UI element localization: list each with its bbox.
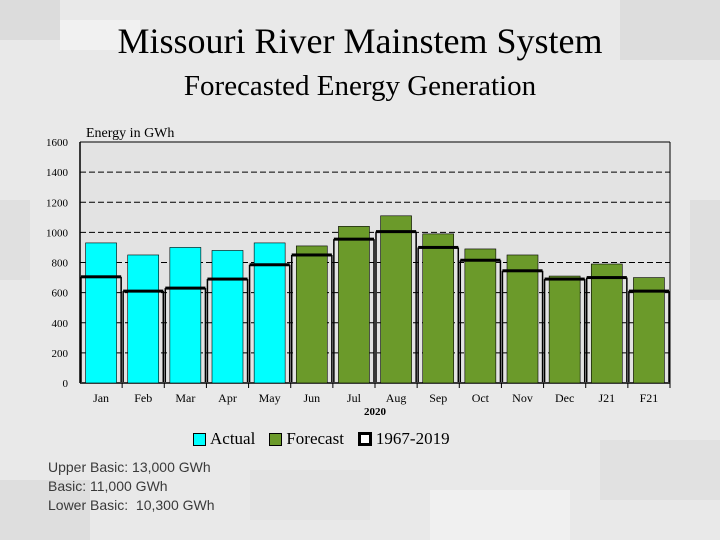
basics-notes: Upper Basic: 13,000 GWh Basic: 11,000 GW…: [48, 458, 215, 515]
x-tick-label: Nov: [512, 391, 533, 405]
legend: Actual Forecast 1967-2019: [193, 428, 464, 450]
upper-basic-text: Upper Basic: 13,000 GWh: [48, 459, 211, 475]
historical-marker: [291, 253, 332, 257]
y-tick-label: 400: [52, 318, 69, 330]
historical-marker: [249, 263, 290, 267]
chart-subtitle: Forecasted Energy Generation: [183, 70, 537, 102]
y-tick-label: 200: [52, 348, 69, 360]
x-tick-label: Mar: [175, 391, 195, 405]
historical-marker: [207, 277, 248, 281]
historical-marker: [376, 230, 417, 234]
historical-marker: [460, 258, 501, 262]
y-tick-label: 1400: [46, 167, 69, 179]
forecast-bar: [464, 248, 497, 384]
x-tick-label: F21: [640, 391, 659, 405]
historical-marker: [165, 286, 206, 290]
plot-area: [80, 142, 670, 383]
historical-marker: [418, 245, 459, 249]
x-tick-label: May: [259, 391, 281, 405]
chart-title: Missouri River Mainstem System: [117, 21, 603, 61]
forecast-bar: [295, 245, 328, 384]
forecast-bar: [633, 277, 665, 384]
legend-item-historical: 1967-2019: [357, 429, 450, 449]
legend-item-forecast: Forecast: [269, 429, 344, 449]
actual-bar: [253, 242, 286, 384]
year-label: 2020: [364, 406, 387, 418]
lower-basic-text: Lower Basic: 10,300 GWh: [48, 497, 215, 513]
forecast-bar: [338, 226, 370, 384]
forecast-bar: [380, 215, 412, 384]
forecast-bar: [506, 254, 539, 384]
actual-bar: [127, 254, 160, 384]
y-tick-label: 800: [52, 258, 69, 270]
x-tick-label: Sep: [429, 391, 447, 405]
x-tick-label: J21: [598, 391, 615, 405]
basic-text: Basic: 11,000 GWh: [48, 478, 168, 494]
x-tick-label: Jul: [347, 391, 362, 405]
x-tick-label: Dec: [555, 391, 574, 405]
actual-bar: [211, 250, 244, 384]
historical-marker: [628, 289, 669, 293]
y-tick-label: 0: [63, 378, 69, 390]
legend-label-forecast: Forecast: [286, 429, 344, 448]
x-tick-label: Jun: [303, 391, 320, 405]
actual-bar: [169, 247, 202, 384]
forecast-bar: [422, 233, 455, 384]
legend-swatch-forecast: [269, 432, 283, 446]
y-tick-label: 600: [52, 288, 69, 300]
x-tick-label: Jan: [93, 391, 109, 405]
historical-marker: [333, 237, 374, 241]
y-axis-label: Energy in GWh: [86, 126, 174, 141]
legend-label-actual: Actual: [210, 429, 256, 448]
actual-bar: [85, 242, 117, 384]
historical-marker: [81, 275, 122, 279]
x-tick-label: Apr: [218, 391, 237, 405]
historical-marker: [544, 277, 585, 281]
y-tick-label: 1200: [46, 197, 69, 209]
legend-label-historical: 1967-2019: [375, 429, 450, 448]
x-tick-label: Feb: [134, 391, 152, 405]
y-tick-label: 1600: [46, 137, 69, 149]
legend-swatch-historical: [357, 432, 372, 446]
legend-swatch-actual: [193, 432, 206, 446]
forecast-bar: [590, 263, 623, 384]
x-tick-label: Aug: [386, 391, 407, 405]
historical-marker: [586, 276, 627, 280]
forecast-bar: [548, 275, 581, 384]
y-tick-label: 1000: [46, 227, 69, 239]
x-tick-label: Oct: [472, 391, 490, 405]
historical-marker: [123, 289, 164, 293]
legend-item-actual: Actual: [193, 429, 255, 449]
historical-marker: [502, 269, 543, 273]
